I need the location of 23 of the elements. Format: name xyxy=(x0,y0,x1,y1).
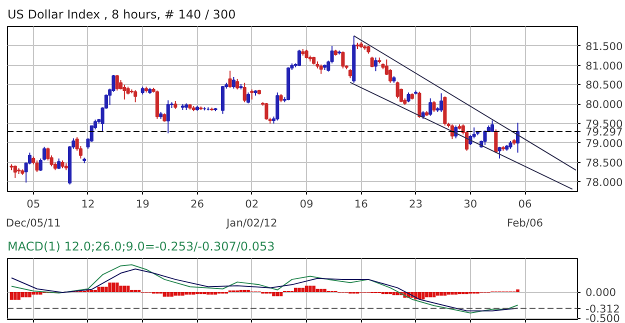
x-tick-label: 12 xyxy=(81,198,95,210)
x-tick-label: 09 xyxy=(300,198,314,210)
x-tick-label: 05 xyxy=(26,198,40,210)
y-tick-label: 80.500 xyxy=(586,78,624,92)
y-tick-label: 80.000 xyxy=(586,98,624,112)
y-tick-label: 79.000 xyxy=(586,136,624,150)
text: Dec/05/11 xyxy=(6,216,61,230)
x-tick-label: 02 xyxy=(245,198,259,210)
x-tick-label: 26 xyxy=(190,198,204,210)
x-tick-label: 19 xyxy=(136,198,150,210)
y-tick-label: 81.000 xyxy=(586,59,624,72)
x-tick-label: 30 xyxy=(464,198,478,210)
text: Jan/02/12 xyxy=(226,216,278,230)
x-tick-label: 16 xyxy=(354,198,368,210)
text: Feb/06 xyxy=(507,216,544,230)
y-tick-label: 78.500 xyxy=(586,156,624,170)
y-tick-label: 81.500 xyxy=(586,40,624,53)
chart-title: US Dollar Index , 8 hours, # 140 / 300 xyxy=(8,8,236,22)
x-tick-label: 23 xyxy=(409,198,423,210)
y-tick-label: 78.000 xyxy=(586,176,624,189)
x-tick-label: 06 xyxy=(518,198,532,210)
y-tick-label: 0.000 xyxy=(586,286,616,300)
chart-title: MACD(1) 12.0;26.0;9.0=-0.253/-0.307/0.053 xyxy=(8,240,275,254)
